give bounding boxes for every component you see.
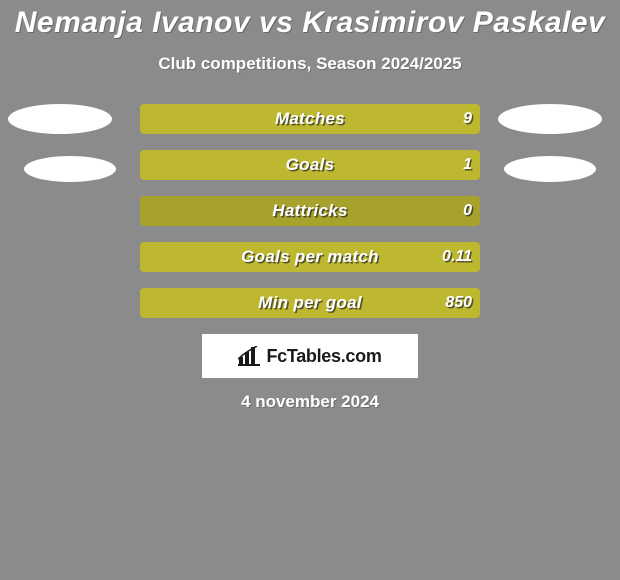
stat-value: 1 [463,150,472,180]
decorative-ellipse [8,104,112,134]
comparison-infographic: Nemanja Ivanov vs Krasimirov Paskalev Cl… [0,0,620,580]
stat-row: Min per goal850 [140,288,480,318]
stat-label: Goals [140,150,480,180]
page-title: Nemanja Ivanov vs Krasimirov Paskalev [0,0,620,40]
decorative-ellipse [24,156,116,182]
bar-chart-icon [238,346,260,366]
stat-row: Goals per match0.11 [140,242,480,272]
stat-value: 0 [463,196,472,226]
stat-row: Matches9 [140,104,480,134]
decorative-ellipse [504,156,596,182]
stat-row: Goals1 [140,150,480,180]
chart-area: Matches9Goals1Hattricks0Goals per match0… [0,104,620,318]
decorative-ellipse [498,104,602,134]
stat-value: 850 [445,288,472,318]
date-label: 4 november 2024 [0,392,620,412]
stat-label: Min per goal [140,288,480,318]
stat-label: Hattricks [140,196,480,226]
stat-row: Hattricks0 [140,196,480,226]
subtitle: Club competitions, Season 2024/2025 [0,54,620,74]
stat-label: Goals per match [140,242,480,272]
footer-badge: FcTables.com [202,334,418,378]
stat-value: 9 [463,104,472,134]
stat-label: Matches [140,104,480,134]
footer-brand: FcTables.com [266,346,381,367]
stat-value: 0.11 [442,242,472,272]
